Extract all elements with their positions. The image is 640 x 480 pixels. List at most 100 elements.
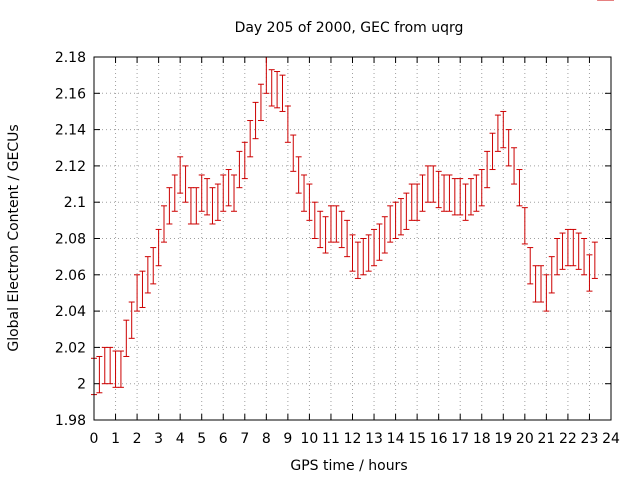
x-tick-label: 1 bbox=[111, 431, 120, 447]
error-bar bbox=[327, 205, 334, 243]
error-bar bbox=[591, 241, 598, 279]
error-bar bbox=[500, 110, 507, 149]
error-bar bbox=[161, 205, 168, 243]
error-bar bbox=[354, 241, 361, 279]
y-axis-label: Global Electron Content / GECUs bbox=[6, 124, 22, 351]
y-tick-label: 2.04 bbox=[55, 304, 86, 320]
x-tick-label: 3 bbox=[154, 431, 163, 447]
error-bar bbox=[473, 174, 480, 212]
error-bar bbox=[182, 165, 189, 203]
x-tick-label: 7 bbox=[240, 431, 249, 447]
x-tick-label: 19 bbox=[494, 431, 512, 447]
error-bar bbox=[214, 183, 221, 221]
error-bar bbox=[225, 169, 232, 207]
error-bar bbox=[96, 355, 103, 394]
error-bar bbox=[322, 216, 329, 254]
error-bar bbox=[252, 101, 259, 140]
error-bar bbox=[231, 174, 238, 212]
error-bar bbox=[527, 247, 534, 285]
error-bar bbox=[387, 205, 394, 243]
error-bar bbox=[554, 238, 561, 276]
error-bar bbox=[112, 350, 119, 388]
x-tick-label: 0 bbox=[90, 431, 99, 447]
error-bar bbox=[467, 178, 474, 216]
error-bar bbox=[360, 238, 367, 276]
error-bar bbox=[570, 228, 577, 267]
error-bar bbox=[349, 234, 356, 272]
error-bar bbox=[209, 187, 216, 225]
error-bar bbox=[268, 69, 275, 107]
error-bar bbox=[311, 201, 318, 239]
error-bar bbox=[457, 178, 464, 216]
y-tick-label: 2.08 bbox=[55, 232, 86, 248]
error-bar bbox=[548, 256, 555, 294]
error-bar bbox=[128, 301, 135, 339]
error-bar bbox=[123, 319, 130, 357]
error-bar bbox=[478, 169, 485, 207]
x-tick-label: 18 bbox=[473, 431, 491, 447]
error-bar bbox=[295, 156, 302, 194]
error-bar bbox=[107, 346, 114, 385]
error-bar bbox=[344, 219, 351, 258]
x-tick-label: 24 bbox=[602, 431, 620, 447]
y-tick-label: 2.1 bbox=[64, 195, 86, 211]
error-bar bbox=[494, 114, 501, 152]
x-tick-label: 17 bbox=[451, 431, 469, 447]
x-tick-label: 21 bbox=[537, 431, 555, 447]
x-tick-label: 6 bbox=[219, 431, 228, 447]
error-bar bbox=[284, 105, 291, 143]
error-bar bbox=[408, 183, 415, 221]
error-bar bbox=[392, 201, 399, 239]
error-bar bbox=[279, 74, 286, 112]
error-bar bbox=[516, 169, 523, 207]
error-bar bbox=[575, 232, 582, 270]
x-tick-label: 8 bbox=[262, 431, 271, 447]
x-tick-label: 15 bbox=[408, 431, 426, 447]
y-tick-label: 1.98 bbox=[55, 413, 86, 429]
x-tick-label: 20 bbox=[516, 431, 534, 447]
error-bar bbox=[117, 350, 124, 388]
x-tick-label: 13 bbox=[365, 431, 383, 447]
error-bar bbox=[559, 232, 566, 270]
y-tick-label: 2 bbox=[77, 377, 86, 393]
error-bar bbox=[376, 223, 383, 261]
error-bar bbox=[101, 346, 108, 385]
error-bar bbox=[198, 174, 205, 212]
x-axis-label: GPS time / hours bbox=[290, 458, 407, 474]
x-tick-label: 9 bbox=[283, 431, 292, 447]
x-tick-label: 23 bbox=[581, 431, 599, 447]
tick-labels: 1.98 2 2.02 2.04 2.06 2.08 2.1 2.12 2.14 2.16 2.18… bbox=[55, 50, 620, 447]
error-bar bbox=[403, 192, 410, 230]
y-tick-label: 2.02 bbox=[55, 340, 86, 356]
error-bar bbox=[462, 183, 469, 221]
y-tick-label: 2.18 bbox=[55, 50, 86, 66]
error-bar bbox=[564, 228, 571, 267]
error-bar bbox=[419, 174, 426, 212]
error-bar bbox=[317, 210, 324, 249]
error-bar bbox=[543, 274, 550, 312]
x-tick-label: 4 bbox=[176, 431, 185, 447]
error-bar bbox=[247, 120, 254, 158]
error-bar bbox=[333, 205, 340, 243]
x-tick-label: 12 bbox=[344, 431, 362, 447]
y-tick-label: 2.16 bbox=[55, 86, 86, 102]
error-bar bbox=[537, 265, 544, 303]
error-bar bbox=[144, 256, 151, 294]
x-tick-label: 11 bbox=[322, 431, 340, 447]
error-bar bbox=[365, 234, 372, 272]
error-bar bbox=[446, 174, 453, 212]
error-bar bbox=[430, 165, 437, 203]
error-bar bbox=[521, 207, 528, 245]
error-bar bbox=[306, 183, 313, 221]
error-bar bbox=[274, 71, 281, 109]
error-bar bbox=[193, 187, 200, 225]
error-bar bbox=[263, 56, 270, 94]
y-tick-label: 2.12 bbox=[55, 159, 86, 175]
error-bar bbox=[177, 156, 184, 194]
error-bar bbox=[134, 274, 141, 312]
x-tick-label: 16 bbox=[430, 431, 448, 447]
error-bar bbox=[204, 178, 211, 216]
y-tick-label: 2.06 bbox=[55, 268, 86, 284]
error-bar bbox=[435, 170, 442, 209]
error-bar bbox=[424, 165, 431, 203]
